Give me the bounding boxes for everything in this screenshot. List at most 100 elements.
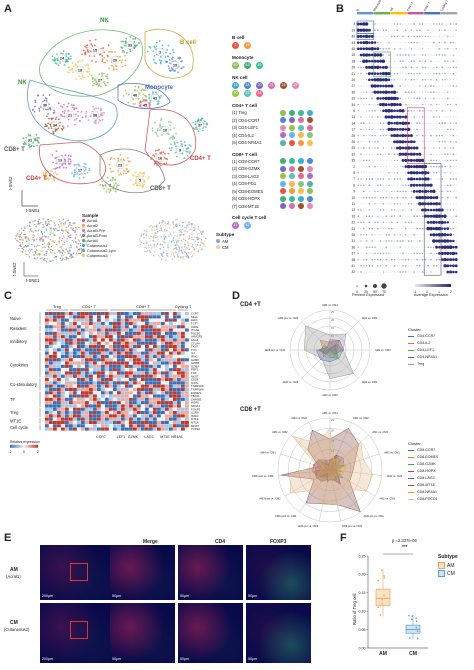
dotplot-dot bbox=[435, 116, 438, 118]
dotplot-dot bbox=[379, 153, 382, 156]
dotplot-dot bbox=[413, 116, 415, 118]
dotplot-dot bbox=[398, 115, 402, 119]
heatmap-cell bbox=[173, 358, 177, 362]
tsne-point bbox=[88, 55, 91, 57]
dotplot-dot bbox=[438, 140, 441, 143]
heatmap-cell bbox=[77, 338, 81, 342]
tsne-cluster-number: 21 bbox=[68, 113, 72, 117]
heatmap-bottom-label: MT1E bbox=[160, 435, 170, 439]
dotplot-dot bbox=[446, 128, 449, 131]
heatmap-cell bbox=[173, 341, 177, 345]
tsne-point bbox=[54, 118, 57, 120]
sample-point bbox=[54, 224, 56, 227]
dotplot-dot bbox=[447, 79, 449, 81]
tsne-point bbox=[113, 157, 116, 160]
dotplot-dot bbox=[447, 215, 449, 217]
sample-point bbox=[29, 225, 31, 228]
heatmap-bottom-label: GZMK bbox=[128, 435, 139, 439]
dotplot-dot bbox=[405, 252, 407, 254]
subtype-point bbox=[154, 253, 156, 256]
heatmap-cell bbox=[57, 417, 61, 421]
dotplot-dot bbox=[399, 203, 401, 205]
subtype-point bbox=[183, 238, 185, 241]
tsne-point bbox=[169, 62, 171, 65]
cluster-legend-badge: 3 bbox=[232, 42, 239, 49]
dotplot-dot bbox=[408, 116, 410, 118]
dotplot-dot bbox=[416, 79, 418, 81]
dotplot-dot bbox=[365, 264, 368, 267]
dotplot-dot bbox=[424, 66, 427, 69]
heatmap-cell bbox=[185, 424, 189, 428]
tsne-cluster-number: 16 bbox=[158, 156, 162, 160]
subtype-point bbox=[200, 231, 202, 233]
heatmap-cell bbox=[101, 345, 105, 349]
heatmap-cell bbox=[177, 378, 181, 382]
dotplot-dot bbox=[379, 35, 382, 38]
dotplot-dot bbox=[368, 172, 371, 174]
tsne-point bbox=[69, 57, 72, 60]
dotplot-dot bbox=[452, 48, 454, 50]
dotplot-row-label: 23 bbox=[351, 227, 355, 231]
dotplot-dot bbox=[441, 172, 443, 174]
sample-point bbox=[62, 250, 65, 252]
heatmap-cell bbox=[73, 358, 77, 362]
heatmap-cell bbox=[161, 368, 165, 372]
dotplot-dot bbox=[357, 234, 359, 236]
heatmap-cell bbox=[89, 354, 93, 358]
heatmap-cell bbox=[93, 351, 97, 355]
heatmap-cell bbox=[121, 335, 125, 339]
heatmap-cell bbox=[173, 321, 177, 325]
dotplot-dot bbox=[382, 23, 384, 25]
cluster-legend-badge: 15 bbox=[232, 82, 239, 89]
heatmap-cell bbox=[81, 404, 85, 408]
heatmap-cell bbox=[173, 397, 177, 401]
heatmap-cell bbox=[105, 394, 109, 398]
dotplot-dot bbox=[449, 103, 452, 106]
heatmap-cell bbox=[69, 328, 73, 332]
heatmap-cell bbox=[109, 387, 113, 391]
heatmap-cell bbox=[169, 325, 173, 329]
dotplot-dot bbox=[446, 251, 450, 256]
heatmap-row-group-label: Inhibitory bbox=[10, 339, 28, 344]
heatmap-cell bbox=[81, 312, 85, 316]
tsne-point bbox=[53, 60, 56, 62]
heatmap-cell bbox=[153, 427, 157, 431]
heatmap-cell bbox=[85, 331, 89, 335]
dotplot-dot bbox=[379, 178, 382, 180]
heatmap-cell bbox=[157, 424, 161, 428]
tsne-cluster-number: 24 bbox=[60, 56, 65, 60]
dotplot-dot bbox=[376, 78, 380, 82]
dotplot-dot bbox=[402, 79, 404, 81]
dotplot-dot bbox=[371, 134, 373, 137]
heatmap-cell bbox=[161, 312, 165, 316]
dotplot-dot bbox=[404, 121, 408, 125]
heatmap-cell bbox=[85, 364, 89, 368]
heatmap-cell bbox=[53, 424, 57, 428]
heatmap-cell bbox=[101, 335, 105, 339]
subtype-point bbox=[154, 234, 157, 237]
dotplot-dot bbox=[452, 190, 455, 193]
dotplot-dot bbox=[455, 103, 457, 106]
radar-legend-label: Treg bbox=[417, 362, 425, 366]
dotplot-dot bbox=[452, 209, 455, 211]
dotplot-dot bbox=[379, 252, 382, 255]
heatmap-cell bbox=[45, 417, 49, 421]
heatmap-cell bbox=[149, 378, 153, 382]
dotplot-dot bbox=[447, 60, 449, 62]
heatmap-cell bbox=[185, 384, 189, 388]
cluster-legend-badge bbox=[289, 124, 295, 131]
dotplot-dot bbox=[374, 271, 376, 273]
heatmap-cell bbox=[105, 368, 109, 372]
dotplot-dot bbox=[408, 190, 410, 192]
sample-legend: Acral1 Acral2 Acral3-Pre Acral3-Post Acral4 C… bbox=[82, 219, 116, 259]
dotplot-dot bbox=[385, 258, 388, 261]
heatmap-cell bbox=[181, 335, 185, 339]
dotplot-dot bbox=[447, 103, 449, 106]
heatmap-cell bbox=[45, 358, 49, 362]
heatmap-cell bbox=[61, 391, 65, 395]
dotplot-dot bbox=[412, 140, 416, 144]
dotplot-dot bbox=[427, 79, 429, 81]
dotplot-dot bbox=[404, 128, 408, 131]
heatmap-gene-label: EOMES bbox=[191, 391, 201, 395]
heatmap-cell bbox=[97, 420, 101, 424]
